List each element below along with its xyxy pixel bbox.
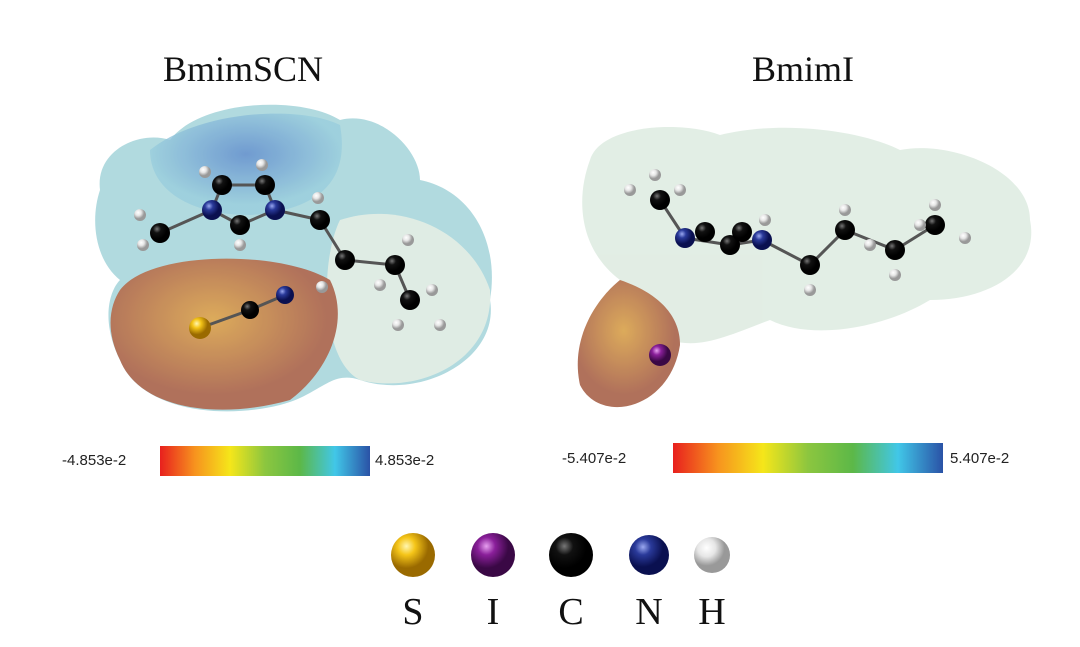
- legend-sphere-h: [694, 537, 730, 573]
- legend-label-s: S: [402, 591, 424, 633]
- legend-sphere-c: [549, 533, 593, 577]
- legend-label-n: N: [635, 591, 663, 633]
- bmimscn-colorbar-max: 4.853e-2: [375, 452, 435, 469]
- bmimscn-title: BmimSCN: [163, 49, 324, 89]
- legend-label-c: C: [558, 591, 584, 633]
- bmimscn-molecule: [134, 159, 446, 339]
- bmimi-colorbar-min: -5.407e-2: [562, 450, 627, 467]
- legend-sphere-n: [629, 535, 669, 575]
- bmimi-title: BmimI: [752, 49, 855, 89]
- bmimi-colorbar: [673, 443, 943, 473]
- legend-sphere-s: [391, 533, 435, 577]
- bmimi-molecule: [624, 169, 971, 366]
- bmimscn-colorbar: [160, 446, 370, 476]
- bmimi-colorbar-max: 5.407e-2: [950, 450, 1010, 467]
- legend-label-h: H: [698, 591, 726, 633]
- bmimscn-colorbar-min: -4.853e-2: [62, 452, 127, 469]
- legend-label-i: I: [486, 591, 500, 633]
- bmimscn-esp-surface: [95, 104, 492, 412]
- legend-sphere-i: [471, 533, 515, 577]
